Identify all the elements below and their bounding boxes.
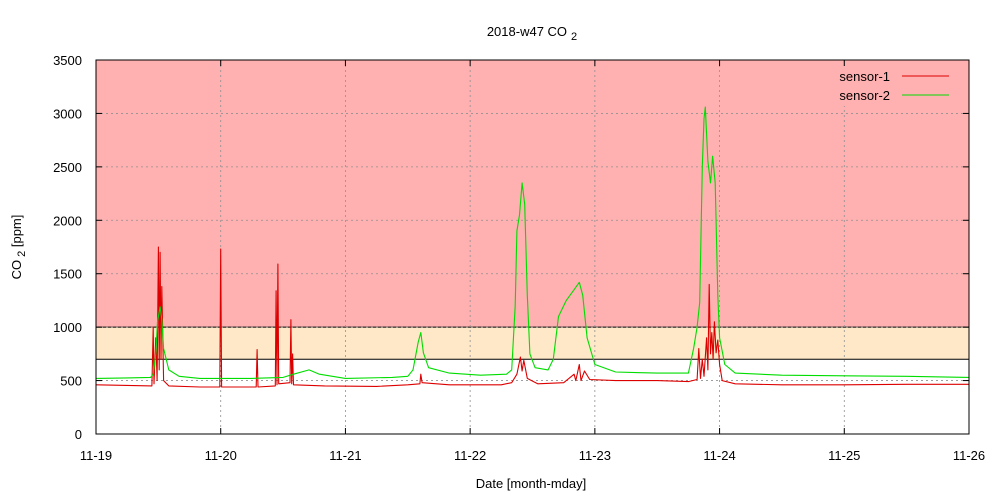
x-tick-label-11-25: 11-25 [828, 448, 860, 463]
series-lines [95, 106, 970, 388]
x-tick-label-11-21: 11-21 [329, 448, 361, 463]
x-axis-label: Date [month-mday] [476, 476, 587, 491]
x-axis-ticks: 11-19 11-20 11-21 11-22 11-23 11-24 11-25 11-26 [80, 60, 985, 463]
x-tick-label-11-19: 11-19 [80, 448, 112, 463]
y-tick-label-500: 500 [60, 374, 82, 389]
y-tick-label-0: 0 [75, 427, 82, 442]
y-tick-label-2500: 2500 [53, 160, 82, 175]
y-tick-label-3000: 3000 [53, 106, 82, 121]
legend: sensor-1 sensor-2 [812, 66, 962, 106]
y-axis-ticks: 0 500 1000 1500 2000 2500 3000 3500 [53, 53, 969, 442]
y-tick-label-2000: 2000 [53, 213, 82, 228]
y-tick-label-3500: 3500 [53, 53, 82, 68]
x-tick-label-11-24: 11-24 [703, 448, 735, 463]
legend-label-sensor-1: sensor-1 [839, 69, 890, 84]
x-tick-label-11-20: 11-20 [205, 448, 237, 463]
x-tick-label-11-23: 11-23 [579, 448, 611, 463]
y-axis-label-unit: [ppm] [9, 215, 24, 251]
legend-label-sensor-2: sensor-2 [839, 88, 890, 103]
y-axis-label-subscript: 2 [16, 251, 28, 257]
series-line-sensor-2 [95, 106, 970, 379]
chart-title-subscript: 2 [571, 31, 577, 43]
series-line-sensor-1 [95, 246, 969, 388]
y-tick-label-1500: 1500 [53, 267, 82, 282]
x-tick-label-11-26: 11-26 [953, 448, 985, 463]
plot-frame [95, 59, 970, 435]
legend-background [812, 66, 962, 106]
threshold-band-1 [96, 327, 969, 360]
y-tick-label-1000: 1000 [53, 320, 82, 335]
y-axis-label: CO2 [ppm] [9, 215, 28, 280]
x-tick-label-11-22: 11-22 [454, 448, 486, 463]
chart-title: 2018-w47 CO 2 [487, 24, 577, 43]
